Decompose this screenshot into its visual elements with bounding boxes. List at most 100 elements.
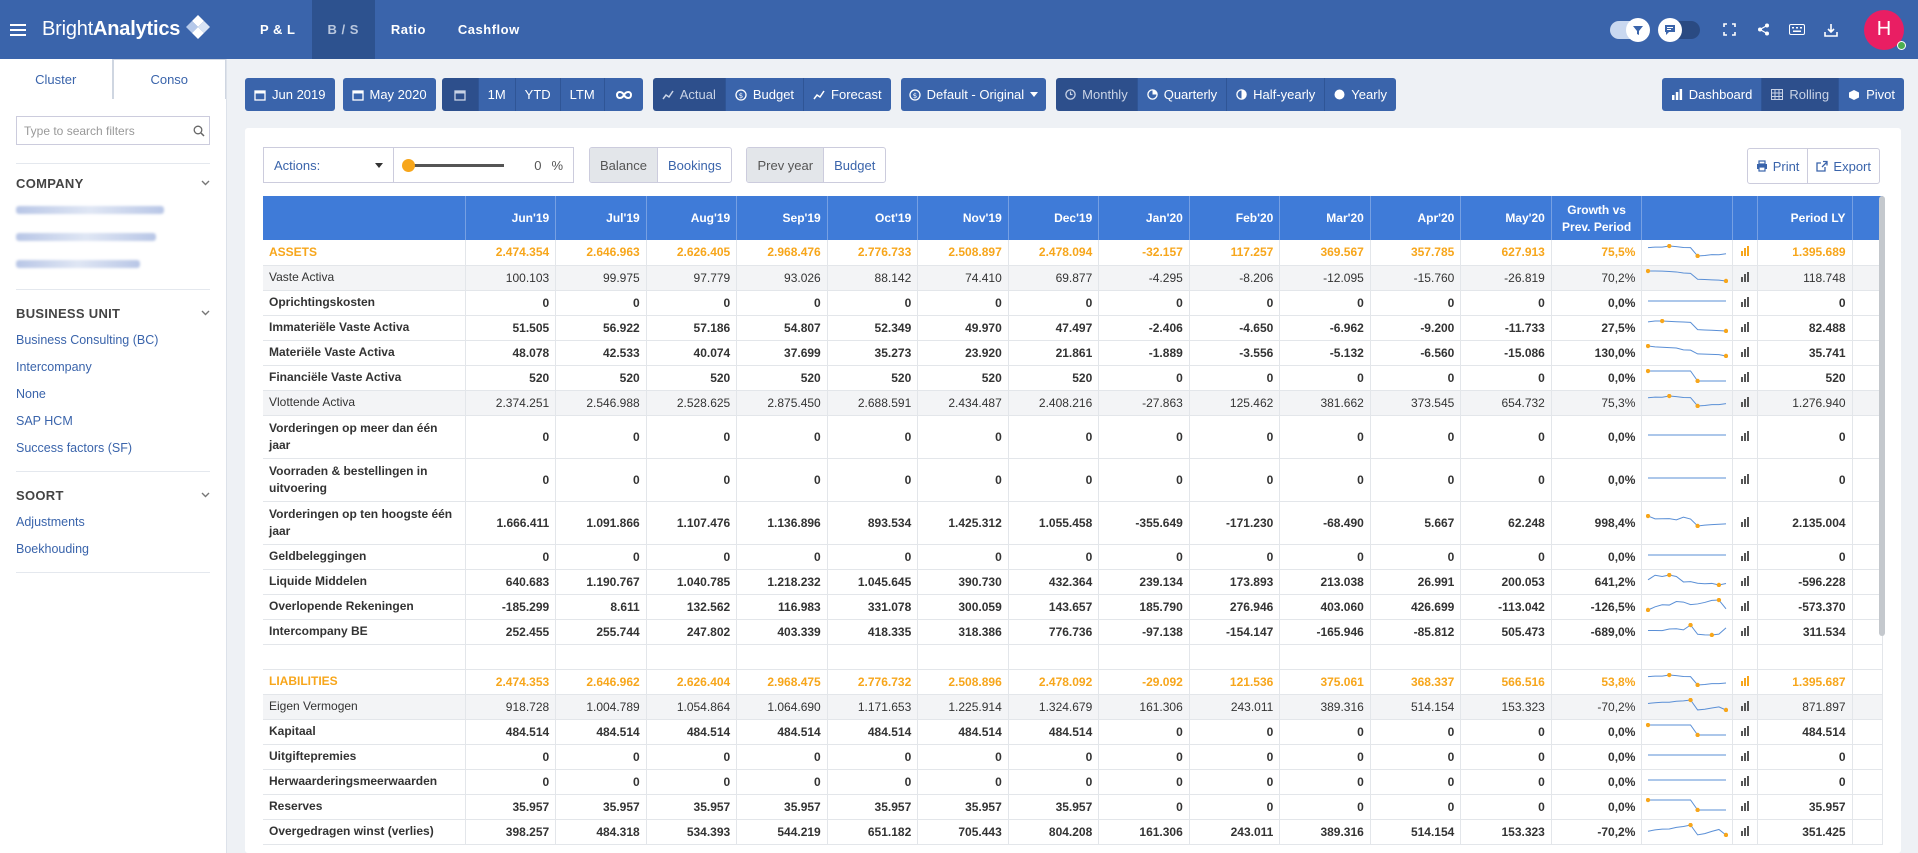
table-cell[interactable]: 484.514 xyxy=(465,719,557,745)
period-ly-cell[interactable]: 311.534 xyxy=(1757,619,1853,645)
search-icon[interactable] xyxy=(189,125,209,137)
table-cell[interactable]: 0 xyxy=(1098,719,1190,745)
table-cell[interactable]: 213.038 xyxy=(1279,569,1371,595)
table-cell[interactable]: 369.567 xyxy=(1279,240,1371,266)
tab-conso[interactable]: Conso xyxy=(112,59,226,99)
table-cell[interactable]: -27.863 xyxy=(1098,390,1190,416)
table-cell[interactable]: 0 xyxy=(555,769,647,795)
table-cell[interactable]: 0 xyxy=(1008,744,1100,770)
period-ly-cell[interactable]: 0 xyxy=(1757,458,1853,502)
table-cell[interactable]: 0 xyxy=(1460,544,1552,570)
section-business-unit-header[interactable]: BUSINESS UNIT xyxy=(16,300,210,326)
table-cell[interactable]: 93.026 xyxy=(736,265,828,291)
table-cell[interactable]: -6.962 xyxy=(1279,315,1371,341)
table-cell[interactable]: 2.434.487 xyxy=(917,390,1009,416)
column-header-month[interactable]: Jun'19 xyxy=(465,196,557,240)
table-row[interactable]: Vlottende Activa 2.374.251 2.546.988 2.528.… xyxy=(263,390,1884,416)
table-cell[interactable]: 54.807 xyxy=(736,315,828,341)
table-cell[interactable]: 651.182 xyxy=(827,819,919,845)
table-cell[interactable]: 47.497 xyxy=(1008,315,1100,341)
table-cell[interactable]: 0 xyxy=(1460,290,1552,316)
export-button[interactable]: Export xyxy=(1808,149,1879,183)
table-row[interactable]: Overlopende Rekeningen -185.299 8.611 132.5… xyxy=(263,594,1884,620)
filter-item[interactable]: Success factors (SF) xyxy=(16,440,132,455)
table-cell[interactable]: 0 xyxy=(465,415,557,459)
table-cell[interactable]: 544.219 xyxy=(736,819,828,845)
table-cell[interactable]: 100.103 xyxy=(465,265,557,291)
range-ltm-button[interactable]: LTM xyxy=(560,78,605,111)
table-cell[interactable]: 2.626.404 xyxy=(646,669,738,695)
table-cell[interactable]: -85.812 xyxy=(1370,619,1462,645)
table-cell[interactable]: 117.257 xyxy=(1189,240,1281,266)
table-cell[interactable]: 0 xyxy=(1370,544,1462,570)
table-cell[interactable]: 484.514 xyxy=(736,719,828,745)
filter-item[interactable]: Boekhouding xyxy=(16,541,89,556)
period-ly-cell[interactable]: 0 xyxy=(1757,744,1853,770)
table-cell[interactable]: 2.478.094 xyxy=(1008,240,1100,266)
period-quarterly-button[interactable]: Quarterly xyxy=(1137,78,1228,111)
chart-icon[interactable] xyxy=(1732,544,1759,570)
table-cell[interactable]: 426.699 xyxy=(1370,594,1462,620)
chart-icon[interactable] xyxy=(1732,619,1759,645)
table-cell[interactable]: 132.562 xyxy=(646,594,738,620)
table-cell[interactable]: 357.785 xyxy=(1370,240,1462,266)
period-ly-cell[interactable]: 1.395.687 xyxy=(1757,669,1853,695)
table-cell[interactable]: 26.991 xyxy=(1370,569,1462,595)
table-cell[interactable]: 0 xyxy=(465,290,557,316)
table-cell[interactable]: 0 xyxy=(1189,719,1281,745)
table-cell[interactable]: 247.802 xyxy=(646,619,738,645)
table-cell[interactable]: 1.107.476 xyxy=(646,501,738,545)
table-cell[interactable]: 0 xyxy=(736,744,828,770)
range-1m-button[interactable]: 1M xyxy=(478,78,516,111)
chart-icon[interactable] xyxy=(1732,290,1759,316)
column-header-next[interactable] xyxy=(1852,196,1884,240)
table-cell[interactable] xyxy=(1189,644,1281,670)
table-cell[interactable]: 893.534 xyxy=(827,501,919,545)
period-ly-cell[interactable]: 520 xyxy=(1757,365,1853,391)
table-cell[interactable]: 0 xyxy=(827,290,919,316)
table-cell[interactable]: -8.206 xyxy=(1189,265,1281,291)
table-cell[interactable]: 432.364 xyxy=(1008,569,1100,595)
redacted-company[interactable] xyxy=(16,250,210,277)
table-cell[interactable]: -6.560 xyxy=(1370,340,1462,366)
table-cell[interactable]: 505.473 xyxy=(1460,619,1552,645)
table-cell[interactable]: 0 xyxy=(1098,769,1190,795)
table-cell[interactable]: 48.078 xyxy=(465,340,557,366)
table-cell[interactable]: 418.335 xyxy=(827,619,919,645)
table-cell[interactable]: 125.462 xyxy=(1189,390,1281,416)
table-cell[interactable]: 0 xyxy=(1008,458,1100,502)
table-cell[interactable]: 0 xyxy=(1189,365,1281,391)
table-cell[interactable]: 0 xyxy=(1370,458,1462,502)
table-cell[interactable]: 69.877 xyxy=(1008,265,1100,291)
table-cell[interactable]: 0 xyxy=(827,769,919,795)
table-cell[interactable]: 389.316 xyxy=(1279,694,1371,720)
table-cell[interactable]: 35.273 xyxy=(827,340,919,366)
period-ly-cell[interactable]: 0 xyxy=(1757,290,1853,316)
period-ly-cell[interactable]: 118.748 xyxy=(1757,265,1853,291)
column-header-month[interactable]: Jan'20 xyxy=(1098,196,1190,240)
table-cell[interactable]: 2.528.625 xyxy=(646,390,738,416)
table-cell[interactable]: 0 xyxy=(1370,744,1462,770)
table-cell[interactable]: 0 xyxy=(1098,744,1190,770)
table-cell[interactable]: 520 xyxy=(917,365,1009,391)
compare-prev-year-button[interactable]: Prev year xyxy=(747,148,825,182)
table-row[interactable]: Geldbeleggingen 0 0 0 0 0 0 0 0 0 0 0 0 0,0% 0 xyxy=(263,544,1884,570)
table-cell[interactable]: 654.732 xyxy=(1460,390,1552,416)
date-from-button[interactable]: Jun 2019 xyxy=(245,78,335,111)
period-ly-cell[interactable]: 1.395.689 xyxy=(1757,240,1853,266)
table-cell[interactable]: 0 xyxy=(1008,769,1100,795)
table-cell[interactable]: -29.092 xyxy=(1098,669,1190,695)
table-cell[interactable]: 520 xyxy=(646,365,738,391)
table-cell[interactable]: 373.545 xyxy=(1370,390,1462,416)
column-header-label[interactable] xyxy=(263,196,466,240)
filter-item[interactable]: Adjustments xyxy=(16,514,85,529)
user-avatar[interactable]: H xyxy=(1864,9,1906,50)
section-company-header[interactable]: COMPANY xyxy=(16,170,210,196)
table-cell[interactable]: 0 xyxy=(1008,290,1100,316)
chart-icon[interactable] xyxy=(1732,415,1759,459)
table-row[interactable]: Immateriële Vaste Activa 51.505 56.922 57.1… xyxy=(263,315,1884,341)
table-row[interactable]: Kapitaal 484.514 484.514 484.514 484.514 484.… xyxy=(263,719,1884,745)
period-halfyearly-button[interactable]: Half-yearly xyxy=(1227,78,1326,111)
table-cell[interactable]: 153.323 xyxy=(1460,819,1552,845)
table-cell[interactable]: 0 xyxy=(646,458,738,502)
